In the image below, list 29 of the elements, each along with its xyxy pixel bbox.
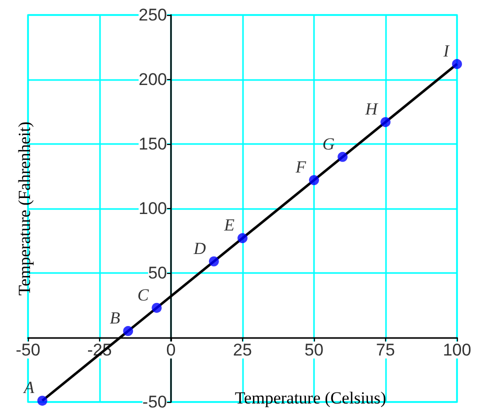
x-tick-label: -50 [16, 340, 40, 360]
y-tick-label: 50 [148, 264, 167, 282]
x-tick-label: 100 [442, 340, 472, 360]
y-tick-label: 250 [138, 6, 167, 24]
x-tick-label: 50 [304, 340, 324, 360]
annotation: D [192, 238, 207, 258]
point [380, 117, 390, 128]
annotation: B [110, 308, 121, 328]
point [152, 302, 162, 313]
annotation: H [364, 100, 380, 119]
annotation: E [223, 216, 236, 235]
annotation: F [294, 158, 307, 177]
y-tick-label: 150 [138, 134, 167, 154]
y-axis-title: Temperature (Fahrenheit) [15, 122, 34, 296]
point [452, 59, 462, 70]
annotation: C [137, 285, 150, 304]
point [309, 175, 319, 186]
x-tick-label: 25 [233, 340, 252, 360]
x-tick-label: 0 [166, 340, 176, 360]
x-tick-label: 75 [376, 340, 395, 360]
annotation: I [442, 42, 450, 61]
point [338, 152, 348, 162]
point [123, 326, 134, 336]
y-tick-label: 100 [138, 199, 167, 218]
y-tick-label: -50 [142, 392, 167, 412]
point [238, 233, 248, 244]
point [37, 396, 48, 406]
point [208, 256, 219, 266]
y-tick-label: 200 [138, 70, 167, 89]
